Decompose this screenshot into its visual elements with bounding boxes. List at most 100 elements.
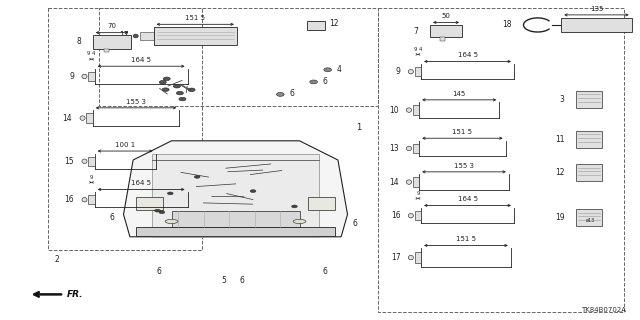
Text: 6: 6 (156, 268, 161, 276)
Text: 17: 17 (120, 31, 129, 41)
Ellipse shape (162, 88, 169, 92)
PathPatch shape (124, 141, 348, 237)
Text: 9: 9 (69, 72, 74, 81)
Text: 10: 10 (389, 106, 399, 115)
Bar (413, 178, 419, 187)
Bar (576, 164, 602, 181)
Bar (88, 195, 95, 204)
Ellipse shape (82, 159, 87, 164)
Ellipse shape (408, 213, 413, 218)
Text: 9 4: 9 4 (413, 46, 422, 52)
Bar (86, 114, 93, 123)
Text: 1: 1 (356, 124, 362, 132)
Text: 145: 145 (452, 91, 466, 97)
Bar (136, 197, 163, 210)
Ellipse shape (406, 146, 412, 151)
Bar (576, 131, 602, 148)
Ellipse shape (310, 80, 317, 84)
Bar (88, 72, 95, 81)
Bar (307, 21, 325, 30)
Text: 19: 19 (555, 213, 564, 222)
Text: 9: 9 (396, 67, 401, 76)
Bar (576, 209, 602, 226)
Ellipse shape (179, 97, 186, 101)
Text: 16: 16 (391, 211, 401, 220)
Text: 18: 18 (502, 20, 512, 29)
Bar (415, 211, 421, 220)
Text: 2: 2 (54, 255, 59, 264)
Bar (430, 25, 462, 37)
Ellipse shape (82, 197, 87, 202)
Text: 100 1: 100 1 (115, 142, 135, 148)
Text: 164 5: 164 5 (131, 180, 151, 186)
Ellipse shape (80, 116, 85, 120)
Ellipse shape (292, 205, 298, 208)
Text: 15: 15 (65, 157, 74, 166)
Ellipse shape (82, 74, 87, 79)
Text: 13: 13 (389, 144, 399, 153)
Bar (378, 8, 624, 312)
Text: ø13: ø13 (586, 218, 595, 223)
Text: 7: 7 (413, 27, 419, 36)
Ellipse shape (195, 175, 200, 178)
Bar (413, 106, 419, 115)
Text: 151 5: 151 5 (185, 15, 205, 21)
Ellipse shape (324, 68, 332, 72)
Text: 151 5: 151 5 (452, 129, 472, 135)
Text: 9: 9 (90, 174, 93, 180)
Bar (308, 197, 335, 210)
Text: 5: 5 (221, 276, 227, 285)
Ellipse shape (168, 192, 173, 195)
Ellipse shape (276, 92, 284, 96)
Text: 135: 135 (590, 6, 603, 12)
Ellipse shape (173, 84, 180, 88)
Text: 6: 6 (109, 213, 115, 222)
Text: 164 5: 164 5 (458, 196, 477, 202)
Text: 14: 14 (389, 178, 399, 187)
Bar (140, 33, 154, 40)
Text: 16: 16 (65, 195, 74, 204)
Bar (413, 144, 419, 153)
Text: 6: 6 (289, 89, 294, 98)
Text: 6: 6 (323, 77, 328, 86)
Text: 12: 12 (555, 168, 564, 177)
Bar (415, 67, 421, 76)
Bar (48, 8, 202, 250)
Text: 12: 12 (330, 19, 339, 28)
Text: 6: 6 (323, 268, 328, 276)
Ellipse shape (293, 220, 306, 223)
Ellipse shape (163, 77, 170, 81)
Text: 9: 9 (416, 190, 420, 196)
Bar (93, 35, 131, 49)
Text: 164 5: 164 5 (131, 57, 151, 63)
Bar (99, 8, 378, 106)
Ellipse shape (408, 255, 413, 260)
Text: 6: 6 (239, 276, 244, 285)
Ellipse shape (177, 91, 184, 95)
Text: 3: 3 (559, 95, 564, 104)
Ellipse shape (188, 88, 195, 92)
Text: 151 5: 151 5 (456, 236, 476, 242)
Bar (415, 252, 421, 263)
Text: 164 5: 164 5 (458, 52, 477, 58)
Ellipse shape (159, 211, 164, 214)
Ellipse shape (165, 220, 178, 223)
Text: 17: 17 (391, 253, 401, 262)
Text: 11: 11 (555, 135, 564, 144)
Text: 4: 4 (337, 65, 342, 74)
Text: 50: 50 (442, 13, 451, 19)
Text: 14: 14 (63, 114, 72, 123)
Bar (152, 154, 319, 237)
Bar (104, 49, 109, 52)
Text: 9 4: 9 4 (87, 51, 96, 56)
Bar (88, 157, 95, 166)
Text: FR.: FR. (67, 290, 84, 299)
Bar (136, 227, 335, 236)
Bar (576, 91, 602, 108)
Bar (154, 27, 237, 45)
Text: 155 3: 155 3 (454, 163, 474, 169)
Ellipse shape (154, 209, 160, 212)
Text: 155 3: 155 3 (126, 99, 146, 105)
Bar (440, 37, 445, 41)
Bar (172, 211, 300, 227)
